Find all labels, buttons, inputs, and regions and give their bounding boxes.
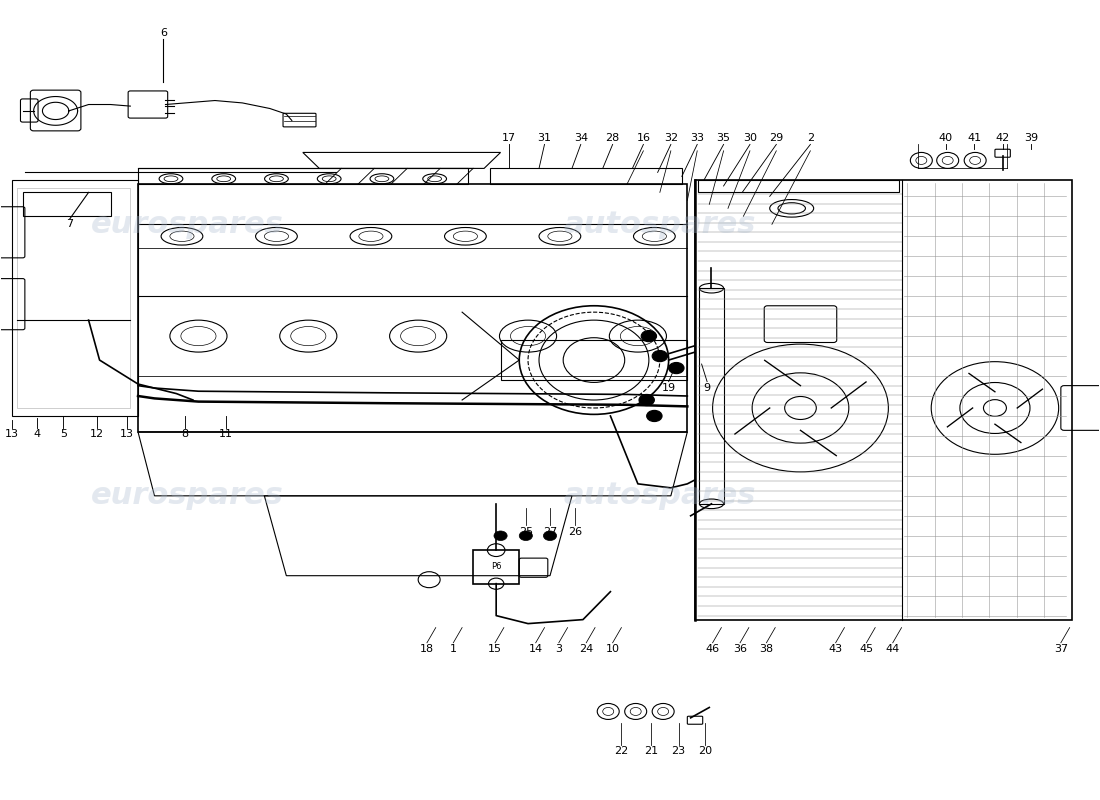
Text: 10: 10 [606,644,619,654]
Text: 23: 23 [671,746,685,756]
Text: 44: 44 [886,644,900,654]
Text: 31: 31 [538,133,551,143]
Text: 21: 21 [644,746,658,756]
Text: 15: 15 [488,644,502,654]
Circle shape [519,531,532,541]
Text: 36: 36 [733,644,747,654]
Text: 8: 8 [182,429,189,438]
Text: 5: 5 [59,429,67,438]
Text: 25: 25 [519,526,532,537]
Circle shape [639,394,654,406]
Circle shape [641,330,657,342]
Text: 17: 17 [503,133,516,143]
Circle shape [647,410,662,422]
Text: 37: 37 [1054,644,1068,654]
Text: 35: 35 [716,133,730,143]
Text: 2: 2 [806,133,814,143]
Text: 3: 3 [556,644,562,654]
Text: autospares: autospares [563,210,756,239]
Text: 24: 24 [579,644,593,654]
Circle shape [652,350,668,362]
Circle shape [543,531,557,541]
Text: 13: 13 [120,429,134,438]
Circle shape [669,362,684,374]
Text: eurospares: eurospares [91,482,284,510]
Text: 32: 32 [663,133,678,143]
Text: 46: 46 [705,644,719,654]
Text: 40: 40 [938,133,953,143]
Text: 13: 13 [4,429,19,438]
Circle shape [494,531,507,541]
Text: autospares: autospares [563,482,756,510]
Text: 39: 39 [1024,133,1038,143]
Text: 11: 11 [219,429,233,438]
Text: 27: 27 [543,526,557,537]
Text: 29: 29 [769,133,783,143]
Text: P6: P6 [491,562,502,571]
Text: 42: 42 [996,133,1010,143]
Text: 14: 14 [529,644,542,654]
Text: 4: 4 [33,429,41,438]
Text: eurospares: eurospares [91,482,284,510]
Text: 12: 12 [90,429,104,438]
Text: autospares: autospares [563,482,756,510]
Text: 22: 22 [614,746,628,756]
Text: eurospares: eurospares [91,210,284,239]
Text: 19: 19 [661,383,675,393]
Text: 34: 34 [574,133,587,143]
Text: 45: 45 [859,644,873,654]
Text: 7: 7 [66,219,74,230]
Text: 6: 6 [160,28,167,38]
Text: 41: 41 [967,133,981,143]
Text: 43: 43 [828,644,843,654]
Text: 18: 18 [420,644,434,654]
Text: 16: 16 [637,133,650,143]
Text: 30: 30 [742,133,757,143]
Text: 1: 1 [450,644,456,654]
Text: 9: 9 [704,383,711,393]
Text: 20: 20 [697,746,712,756]
Text: 26: 26 [569,526,582,537]
Text: 33: 33 [690,133,704,143]
Text: autospares: autospares [563,210,756,239]
Text: eurospares: eurospares [91,210,284,239]
Text: 38: 38 [759,644,773,654]
Text: 28: 28 [605,133,619,143]
